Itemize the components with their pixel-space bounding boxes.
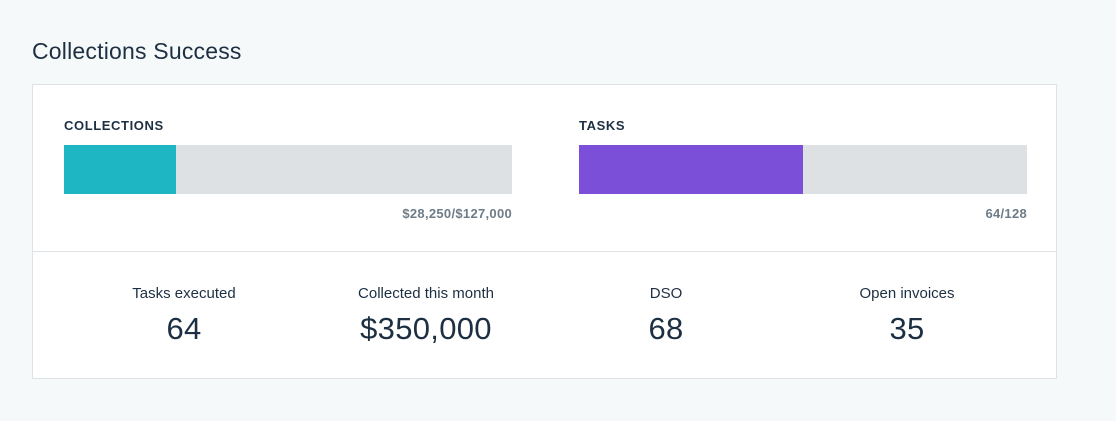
stat-value: 64: [166, 311, 202, 346]
stat-value: 68: [648, 311, 684, 346]
collections-label: COLLECTIONS: [64, 118, 164, 133]
stats-section: Tasks executed 64 Collected this month $…: [33, 252, 1056, 378]
collections-success-card: COLLECTIONS $28,250/$127,000 TASKS 64/12…: [32, 84, 1057, 379]
stat-tasks-executed: Tasks executed 64: [64, 285, 304, 347]
stat-value: $350,000: [360, 311, 492, 346]
stat-label: Tasks executed: [132, 285, 236, 302]
tasks-progress-fill: [579, 145, 803, 194]
page-title: Collections Success: [32, 38, 242, 64]
stat-label: Collected this month: [358, 285, 494, 302]
stat-label: DSO: [649, 285, 683, 302]
tasks-progress-bar: [579, 145, 1027, 194]
stat-open-invoices: Open invoices 35: [787, 285, 1027, 347]
progress-section: COLLECTIONS $28,250/$127,000 TASKS 64/12…: [33, 85, 1056, 252]
stat-dso: DSO 68: [546, 285, 786, 347]
collections-progress: COLLECTIONS $28,250/$127,000: [64, 118, 512, 221]
collections-progress-bar: [64, 145, 512, 194]
stat-collected-this-month: Collected this month $350,000: [306, 285, 546, 347]
stat-value: 35: [889, 311, 925, 346]
tasks-value: 64/128: [985, 206, 1027, 221]
tasks-progress: TASKS 64/128: [579, 118, 1027, 221]
collections-progress-fill: [64, 145, 176, 194]
stat-label: Open invoices: [859, 285, 955, 302]
tasks-label: TASKS: [579, 118, 626, 133]
collections-value: $28,250/$127,000: [402, 206, 512, 221]
